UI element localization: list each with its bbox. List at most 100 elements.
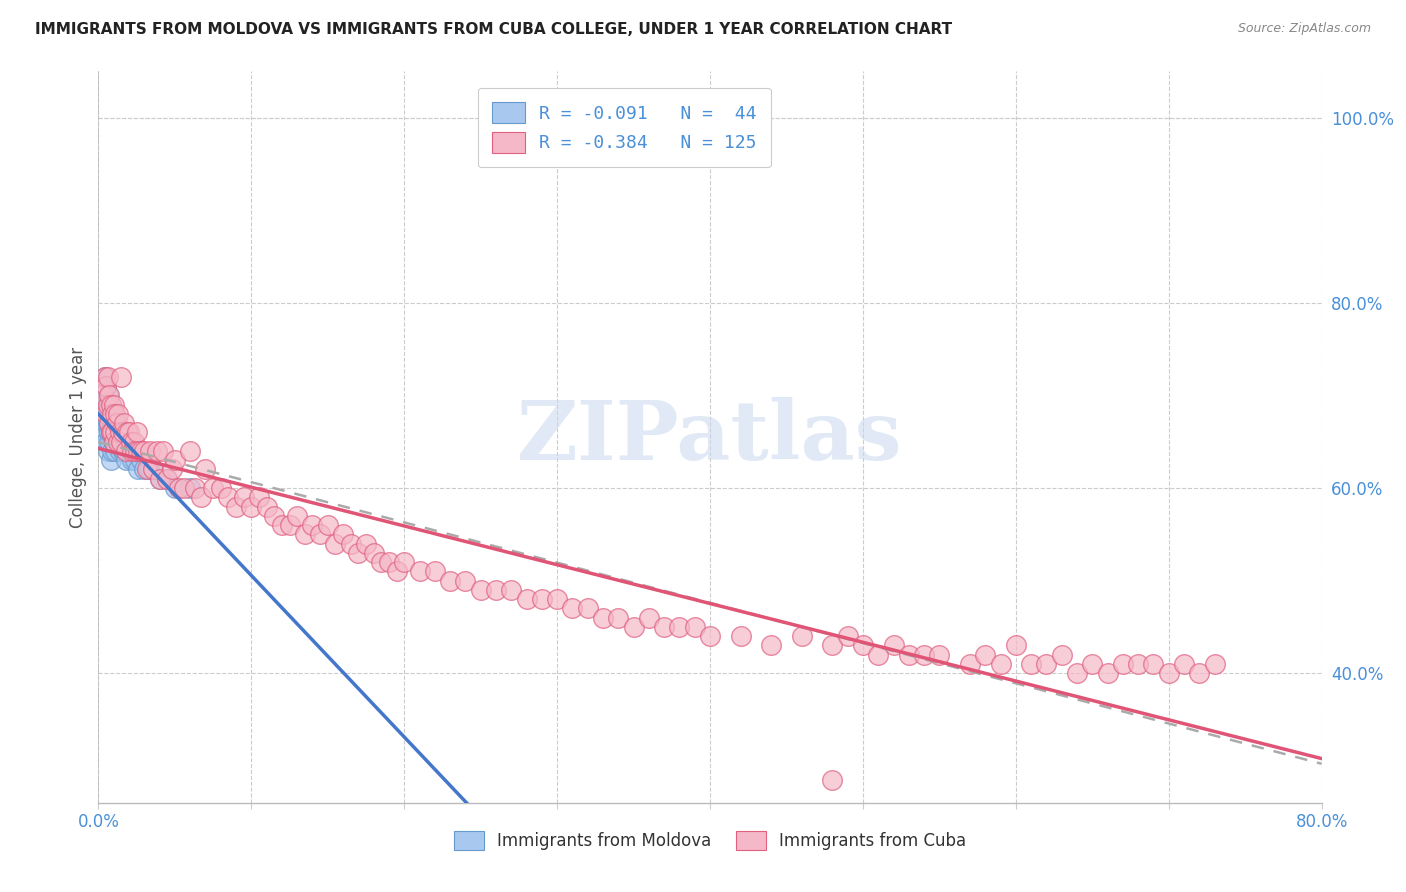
Point [94,398,117,412]
Point [1112,657,1135,671]
Point [98,388,121,402]
Point [97,416,120,430]
Point [124,444,146,458]
Point [111,425,134,440]
Point [125,425,148,440]
Point [142,462,165,476]
Point [103,407,125,421]
Point [107,434,129,449]
Point [454,574,477,588]
Point [623,620,645,634]
Point [163,453,186,467]
Point [301,518,323,533]
Point [184,481,207,495]
Point [127,462,149,476]
Point [190,490,212,504]
Point [516,592,538,607]
Point [115,444,138,458]
Point [225,500,247,514]
Point [354,536,377,550]
Point [179,481,201,495]
Point [117,425,139,440]
Point [103,398,125,412]
Point [169,481,191,495]
Point [93,407,115,421]
Point [101,444,124,458]
Point [378,555,401,569]
Point [1019,657,1042,671]
Point [104,416,127,430]
Y-axis label: College, Under 1 year: College, Under 1 year [69,346,87,528]
Point [97,370,120,384]
Point [837,629,859,643]
Point [108,425,131,440]
Point [423,565,446,579]
Point [111,444,134,458]
Point [652,620,675,634]
Point [576,601,599,615]
Point [94,416,117,430]
Point [105,416,128,430]
Point [546,592,568,607]
Point [98,425,121,440]
Point [163,481,186,495]
Point [1004,639,1026,653]
Point [91,398,114,412]
Point [309,527,332,541]
Point [561,601,583,615]
Point [209,481,232,495]
Point [263,508,285,523]
Point [759,639,782,653]
Point [104,444,127,458]
Point [1035,657,1057,671]
Point [112,444,135,458]
Point [122,434,145,449]
Point [93,370,115,384]
Point [202,481,225,495]
Point [699,629,721,643]
Point [98,416,121,430]
Point [730,629,752,643]
Text: ZIPatlas: ZIPatlas [517,397,903,477]
Point [107,407,129,421]
Point [990,657,1012,671]
Point [94,434,117,449]
Point [93,370,115,384]
Point [139,444,162,458]
Point [94,407,117,421]
Point [821,639,844,653]
Point [959,657,981,671]
Point [1097,666,1119,681]
Point [120,434,142,449]
Point [134,444,156,458]
Point [107,434,129,449]
Point [124,453,146,467]
Point [1157,666,1180,681]
Point [149,472,172,486]
Point [98,434,121,449]
Point [152,444,174,458]
Point [103,434,125,449]
Point [530,592,553,607]
Point [339,536,361,550]
Point [1142,657,1164,671]
Point [256,500,278,514]
Point [868,648,890,662]
Point [439,574,461,588]
Point [1188,666,1211,681]
Point [100,398,122,412]
Point [385,565,408,579]
Point [194,462,217,476]
Point [392,555,416,569]
Point [470,582,492,597]
Point [912,648,935,662]
Point [101,416,124,430]
Legend: Immigrants from Moldova, Immigrants from Cuba: Immigrants from Moldova, Immigrants from… [447,824,973,856]
Point [607,610,630,624]
Point [156,472,179,486]
Point [370,555,392,569]
Point [110,434,132,449]
Point [790,629,813,643]
Point [247,490,270,504]
Point [142,462,165,476]
